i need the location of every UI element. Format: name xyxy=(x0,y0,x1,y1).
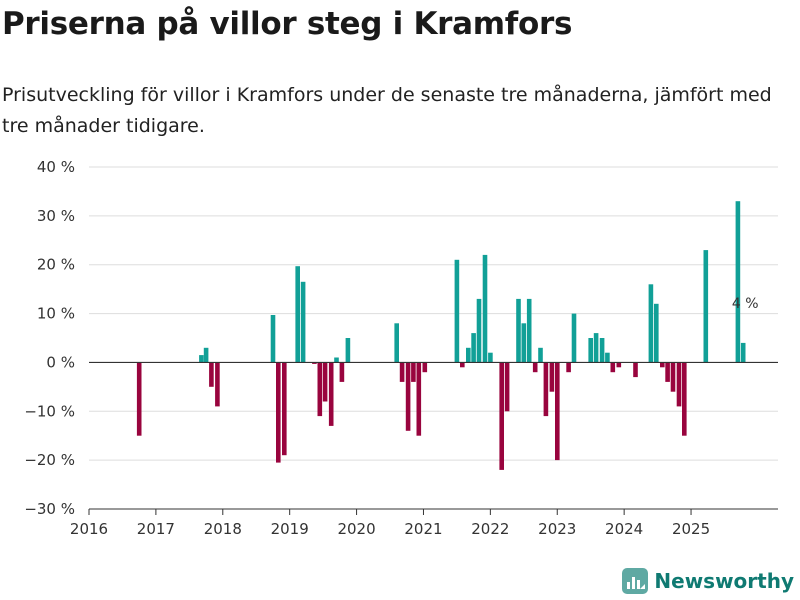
newsworthy-logo-icon xyxy=(622,568,649,594)
bar-2017-10 xyxy=(203,347,209,363)
brand-name: Newsworthy xyxy=(654,569,794,593)
x-tick-label: 2024 xyxy=(605,520,643,538)
bar-2021-11 xyxy=(476,298,482,363)
bar-2019-08 xyxy=(328,362,334,426)
bar-2022-01 xyxy=(488,352,493,363)
bar-2023-01 xyxy=(555,362,560,461)
bar-2024-03 xyxy=(633,362,638,378)
y-tick-label: −30 % xyxy=(24,500,75,518)
x-tick-label: 2016 xyxy=(70,520,108,538)
bar-2018-11 xyxy=(276,362,281,463)
y-tick-label: −20 % xyxy=(24,451,75,469)
bar-2018-10 xyxy=(270,315,276,363)
bar-2021-01 xyxy=(422,362,428,373)
x-tick-label: 2021 xyxy=(404,520,442,538)
bar-2017-09 xyxy=(199,355,204,363)
y-tick-label: 10 % xyxy=(37,305,75,323)
bar-2016-10 xyxy=(136,362,142,436)
gridlines xyxy=(89,166,778,510)
bar-2025-10 xyxy=(740,342,746,363)
bar-2023-04 xyxy=(571,313,577,363)
bar-2020-11 xyxy=(411,362,416,382)
bar-2022-12 xyxy=(549,362,555,392)
bar-2022-10 xyxy=(538,347,543,363)
bar-2024-11 xyxy=(682,362,687,436)
bar-2021-12 xyxy=(482,254,488,363)
bar-2019-11 xyxy=(345,338,351,363)
x-tick-label: 2019 xyxy=(271,520,309,538)
y-axis-ticks: 40 % 30 % 20 % 10 % 0 % −10 % −20 % −30 % xyxy=(24,158,75,518)
bar-2023-03 xyxy=(566,362,571,373)
bar-2017-11 xyxy=(209,362,214,387)
y-tick-label: 20 % xyxy=(37,256,75,274)
bar-2020-12 xyxy=(416,362,422,436)
bar-2022-11 xyxy=(543,362,549,417)
bar-2019-09 xyxy=(334,357,339,363)
x-tick-label: 2020 xyxy=(337,520,375,538)
y-tick-label: 30 % xyxy=(37,207,75,225)
bar-2024-06 xyxy=(654,303,659,363)
bar-2021-10 xyxy=(471,333,476,363)
x-axis: 2016 2017 2018 2019 2020 2021 2022 2023 2024 2025 xyxy=(70,508,778,538)
bar-2019-07 xyxy=(322,362,328,402)
bar-2022-06 xyxy=(516,298,521,363)
y-tick-label: 0 % xyxy=(46,353,75,371)
chart-subtitle: Prisutveckling för villor i Kramfors und… xyxy=(2,84,772,137)
bar-2023-09 xyxy=(599,338,605,363)
bar-2020-10 xyxy=(405,362,411,431)
y-tick-label: 40 % xyxy=(37,158,75,176)
bar-2021-07 xyxy=(454,259,460,363)
bar-2023-08 xyxy=(593,333,599,363)
bar-2025-09 xyxy=(735,201,741,363)
bar-2020-09 xyxy=(399,362,405,382)
bar-2019-03 xyxy=(300,281,306,363)
bar-2021-09 xyxy=(466,347,471,363)
x-tick-label: 2022 xyxy=(471,520,509,538)
bar-2023-07 xyxy=(588,338,593,363)
bar-2022-07 xyxy=(521,323,527,363)
bar-2024-09 xyxy=(670,362,676,392)
bar-2024-10 xyxy=(676,362,682,407)
bar-2024-07 xyxy=(660,362,665,368)
bars xyxy=(136,201,746,470)
bar-2020-08 xyxy=(394,323,399,363)
bar-2022-09 xyxy=(532,362,538,373)
bar-2019-06 xyxy=(317,362,323,417)
x-tick-label: 2017 xyxy=(137,520,175,538)
y-tick-label: −10 % xyxy=(24,402,75,420)
bar-2019-10 xyxy=(339,362,345,382)
bar-2022-04 xyxy=(504,362,510,412)
bar-2025-03 xyxy=(703,250,709,363)
chart-title: Priserna på villor steg i Kramfors xyxy=(2,6,573,42)
bar-2023-12 xyxy=(616,362,622,368)
bar-2024-05 xyxy=(648,284,654,363)
x-tick-label: 2018 xyxy=(204,520,242,538)
brand-logo: Newsworthy xyxy=(622,568,794,594)
bar-2024-08 xyxy=(665,362,670,382)
x-tick-label: 2025 xyxy=(672,520,710,538)
data-label: 4 % xyxy=(732,296,759,312)
bar-2022-08 xyxy=(526,298,532,363)
bar-2019-05 xyxy=(312,362,317,364)
bar-2019-02 xyxy=(295,266,300,363)
bar-2021-08 xyxy=(460,362,465,368)
bar-2017-12 xyxy=(215,362,220,407)
bar-2023-11 xyxy=(610,362,616,373)
bar-2018-12 xyxy=(282,362,287,456)
bar-2023-10 xyxy=(605,352,610,363)
bar-2022-03 xyxy=(499,362,504,470)
annotations: 4 % xyxy=(732,296,759,312)
x-tick-label: 2023 xyxy=(538,520,576,538)
